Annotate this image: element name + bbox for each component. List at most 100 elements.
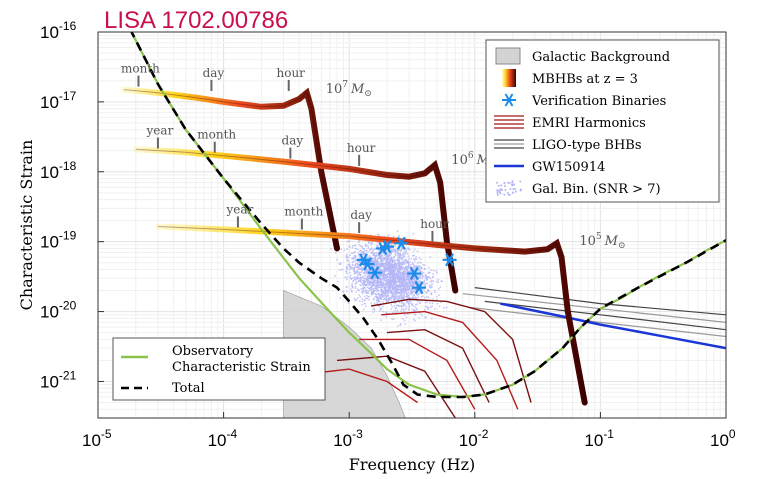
galactic-binary-point (415, 309, 418, 311)
galactic-binary-point (417, 296, 420, 298)
galactic-binary-point (409, 275, 412, 277)
galactic-binary-point (392, 280, 394, 282)
galactic-binary-point (423, 264, 426, 267)
galactic-binary-point (387, 294, 390, 297)
galactic-binary-point (396, 252, 399, 255)
galactic-binary-point (367, 242, 370, 245)
galactic-binary-point (401, 267, 403, 270)
galactic-binary-point (408, 248, 411, 251)
galactic-binary-point (403, 268, 406, 270)
legend2-item: Total (121, 381, 205, 396)
galactic-binary-point (405, 307, 408, 310)
axes: 10-5 10-4 10-3 10-2 10-1 100 10-16 10-17 10-18 10… (40, 19, 736, 450)
galactic-binary-point (411, 284, 414, 286)
galactic-binary-point (356, 270, 358, 273)
galactic-binary-point (363, 277, 365, 280)
x-tick-label: 10-1 (584, 427, 614, 450)
galactic-binary-point (426, 295, 428, 298)
galactic-binary-point (366, 294, 368, 297)
galactic-binary-point (413, 266, 415, 269)
galactic-binary-point (378, 310, 381, 312)
galactic-binary-point (377, 262, 380, 265)
galactic-binary-point (366, 275, 369, 278)
galactic-binary-point (398, 277, 400, 280)
galactic-binary-point (391, 269, 394, 272)
galactic-binary-point (392, 318, 395, 320)
galactic-binary-point (351, 277, 354, 279)
galactic-binary-point (370, 260, 372, 263)
galactic-binary-point (362, 251, 365, 254)
galactic-binary-point (396, 284, 399, 287)
galactic-binary-point (413, 309, 416, 312)
galactic-binary-point (420, 258, 423, 261)
galactic-binary-point (354, 264, 357, 267)
galactic-binary-point (413, 290, 416, 293)
galactic-binary-point (373, 253, 375, 255)
galactic-binary-point (355, 247, 358, 250)
galactic-binary-point (362, 264, 365, 267)
galactic-binary-point (435, 295, 438, 298)
mbhb-track-line (135, 148, 456, 291)
galactic-binary-point (382, 310, 385, 313)
galactic-binary-point (372, 284, 374, 286)
galactic-binary-point (376, 286, 379, 289)
galactic-binary-point (392, 271, 395, 274)
galactic-binary-point (394, 269, 397, 271)
galactic-binary-point (408, 266, 411, 269)
galactic-binary-point (351, 257, 353, 260)
galactic-binary-point (435, 270, 437, 272)
galactic-binary-point (419, 281, 421, 283)
galactic-binary-point (404, 308, 406, 311)
galactic-binary-point (378, 274, 380, 277)
galactic-binary-point (340, 268, 343, 271)
galactic-binary-point (388, 288, 391, 291)
galactic-binary-point (438, 288, 440, 290)
legend-symbol-dot (511, 191, 514, 194)
legend-symbol-dot (511, 184, 514, 187)
galactic-binary-point (399, 271, 401, 273)
galactic-binary-point (385, 281, 388, 283)
galactic-binary-point (425, 305, 428, 308)
galactic-binary-point (395, 291, 397, 293)
galactic-binary-point (418, 264, 420, 267)
galactic-binary-point (432, 273, 435, 276)
galactic-binary-point (396, 311, 398, 313)
galactic-binary-point (439, 286, 442, 288)
galactic-binary-point (414, 248, 416, 251)
galactic-binary-point (372, 311, 375, 313)
galactic-binary-point (397, 271, 400, 274)
galactic-binary-point (423, 308, 426, 311)
galactic-binary-point (419, 313, 422, 315)
galactic-binary-point (403, 314, 406, 316)
galactic-binary-point (381, 291, 384, 294)
galactic-binary-point (385, 279, 388, 281)
galactic-binary-point (427, 266, 430, 269)
galactic-binary-point (364, 278, 367, 280)
galactic-binary-point (432, 280, 435, 283)
galactic-binary-point (389, 264, 392, 267)
galactic-binary-point (391, 318, 394, 320)
legend-symbol-dot (496, 181, 499, 184)
galactic-binary-point (409, 263, 412, 266)
galactic-binary-point (363, 271, 365, 274)
galactic-binary-point (403, 287, 405, 290)
galactic-binary-point (413, 268, 415, 271)
y-tick-label: 10-16 (40, 19, 77, 42)
galactic-binary-point (409, 302, 412, 304)
galactic-binary-point (395, 294, 398, 296)
legend-item: LIGO-type BHBs (494, 138, 642, 153)
galactic-binary-point (385, 315, 388, 318)
series-layer (120, 32, 726, 418)
galactic-binary-point (382, 298, 385, 301)
legend-label: Verification Binaries (531, 94, 666, 109)
galactic-binary-point (423, 281, 426, 283)
galactic-binary-point (352, 260, 354, 263)
time-marker-label: day (282, 134, 304, 148)
galactic-binary-point (407, 247, 409, 249)
galactic-binary-point (399, 266, 402, 268)
galactic-binary-point (401, 248, 404, 251)
galactic-binary-point (383, 287, 386, 290)
galactic-binary-point (341, 290, 344, 293)
galactic-binary-point (361, 298, 363, 301)
galactic-binary-point (409, 282, 411, 285)
